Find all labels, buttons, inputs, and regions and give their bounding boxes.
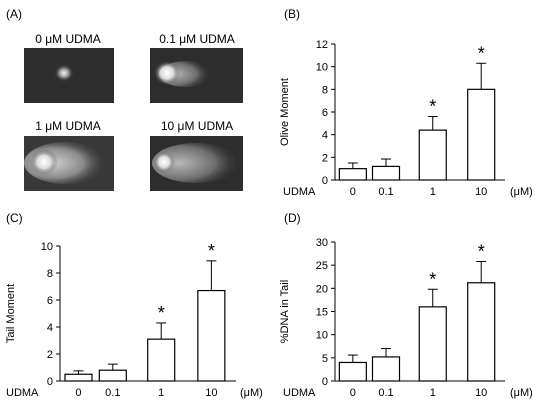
significance-star: * bbox=[429, 97, 436, 117]
panel-a: (A) 0 μM UDMA 0.1 μM UDMA 1 μM UDMA 10 μ… bbox=[6, 7, 243, 191]
y-tick-label: 10 bbox=[316, 62, 328, 74]
comet-image-0-1uM bbox=[150, 48, 243, 103]
x-category-label: 10 bbox=[475, 387, 487, 399]
comet-image-0uM bbox=[24, 48, 114, 103]
bar-10 bbox=[467, 88, 496, 181]
comet-image-10uM bbox=[150, 136, 243, 191]
y-tick-label: 15 bbox=[316, 307, 328, 319]
panel-label: (B) bbox=[284, 7, 300, 21]
bar-10 bbox=[467, 282, 496, 382]
y-tick-label: 4 bbox=[322, 130, 328, 142]
y-axis-title: Olive Moment bbox=[279, 78, 291, 146]
y-tick-label: 6 bbox=[322, 107, 328, 119]
x-axis-unit: (μM) bbox=[510, 387, 533, 399]
x-category-label: 0.1 bbox=[378, 186, 393, 198]
x-category-label: 0 bbox=[75, 387, 81, 399]
x-category-label: 1 bbox=[158, 387, 164, 399]
y-tick-label: 10 bbox=[316, 330, 328, 342]
x-category-label: 1 bbox=[430, 387, 436, 399]
image-caption-0-1uM: 0.1 μM UDMA bbox=[159, 32, 235, 46]
y-tick-label: 4 bbox=[47, 322, 53, 334]
x-category-label: 0 bbox=[350, 186, 356, 198]
y-tick-label: 8 bbox=[322, 84, 328, 96]
y-tick-label: 6 bbox=[47, 295, 53, 307]
y-tick-label: 10 bbox=[41, 241, 53, 253]
bar-0-1 bbox=[371, 165, 401, 181]
y-tick-label: 30 bbox=[316, 237, 328, 249]
image-caption-10uM: 10 μM UDMA bbox=[161, 119, 233, 133]
y-axis-title: Tail Moment bbox=[5, 284, 17, 343]
bar-0-1 bbox=[98, 369, 127, 382]
significance-star: * bbox=[478, 43, 485, 63]
significance-star: * bbox=[158, 303, 165, 323]
y-tick-label: 12 bbox=[316, 39, 328, 51]
bar-0 bbox=[64, 373, 93, 382]
significance-star: * bbox=[208, 241, 215, 261]
bar-0 bbox=[338, 168, 367, 181]
x-category-label: 1 bbox=[430, 186, 436, 198]
bar-1 bbox=[418, 306, 447, 382]
x-category-label: 0.1 bbox=[378, 387, 393, 399]
bar-1 bbox=[147, 338, 176, 382]
x-axis-unit: (μM) bbox=[240, 387, 263, 399]
bar-10 bbox=[197, 289, 226, 382]
y-tick-label: 0 bbox=[47, 376, 53, 388]
y-tick-label: 2 bbox=[47, 349, 53, 361]
image-caption-1uM: 1 μM UDMA bbox=[35, 119, 101, 133]
x-axis-title: UDMA bbox=[283, 387, 316, 399]
x-category-label: 0.1 bbox=[105, 387, 120, 399]
y-axis-title: %DNA in Tail bbox=[279, 280, 291, 343]
bar-0 bbox=[338, 361, 367, 382]
significance-star: * bbox=[478, 241, 485, 261]
panel-label: (C) bbox=[6, 211, 23, 225]
bar-0-1 bbox=[371, 356, 401, 382]
comet-image-1uM bbox=[24, 136, 114, 191]
y-tick-label: 25 bbox=[316, 260, 328, 272]
dna-in-tail-chart: (D) 0 5 10 15 20 25 30 %DNA in Tail 0 0.1 * 1 * 10 UDMA… bbox=[279, 211, 533, 399]
image-caption-0uM: 0 μM UDMA bbox=[35, 32, 101, 46]
y-tick-label: 5 bbox=[322, 353, 328, 365]
y-tick-label: 0 bbox=[322, 175, 328, 187]
bar-1 bbox=[418, 129, 447, 181]
tail-moment-chart: (C) 0 2 4 6 8 10 Tail Moment 0 0.1 * 1 * 10 UDMA (μM) bbox=[5, 211, 263, 399]
x-category-label: 10 bbox=[205, 387, 217, 399]
y-tick-label: 2 bbox=[322, 152, 328, 164]
y-tick-label: 0 bbox=[322, 376, 328, 388]
significance-star: * bbox=[429, 269, 436, 289]
x-category-label: 0 bbox=[350, 387, 356, 399]
x-axis-unit: (μM) bbox=[510, 186, 533, 198]
y-tick-label: 8 bbox=[47, 268, 53, 280]
y-tick-label: 20 bbox=[316, 283, 328, 295]
panel-label: (D) bbox=[284, 211, 301, 225]
panel-a-label: (A) bbox=[6, 7, 22, 21]
x-axis-title: UDMA bbox=[6, 387, 39, 399]
x-category-label: 10 bbox=[475, 186, 487, 198]
olive-moment-chart: (B) 0 2 4 6 8 10 12 Olive Moment 0 0.1 * 1 * 10 UDMA (μM… bbox=[279, 7, 533, 198]
x-axis-title: UDMA bbox=[283, 186, 316, 198]
